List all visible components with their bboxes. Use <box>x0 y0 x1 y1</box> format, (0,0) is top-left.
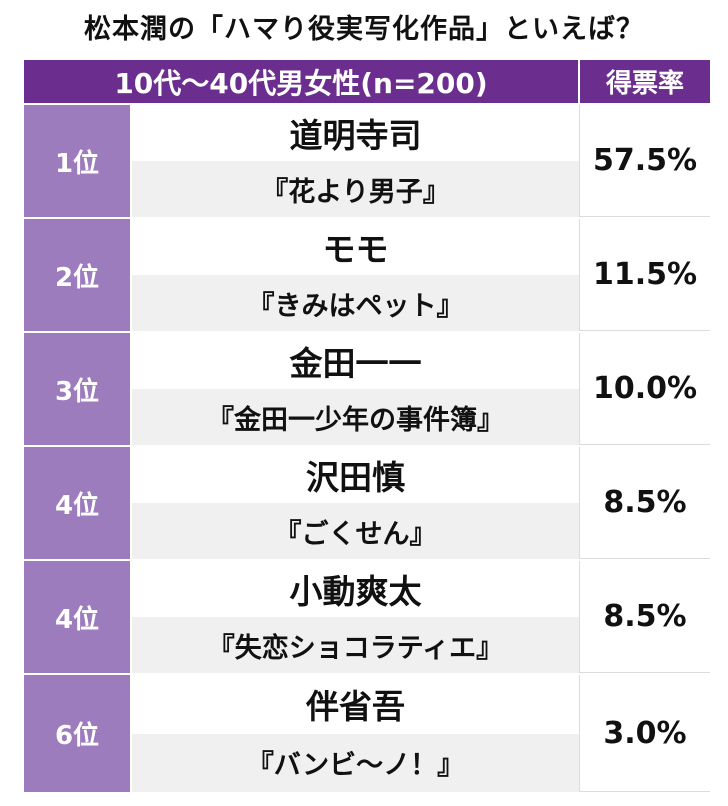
work-title: 『金田一少年の事件簿』 <box>132 389 579 445</box>
rate-header: 得票率 <box>605 69 684 99</box>
work-title: 『きみはペット』 <box>132 275 579 331</box>
names-cell: 伴省吾 『バンビ〜ノ！』 <box>132 675 580 792</box>
rate-cell: 57.5% <box>580 105 710 217</box>
names-cell: 道明寺司 『花より男子』 <box>132 105 580 217</box>
table-row: 4位 小動爽太 『失恋ショコラティエ』 8.5% <box>24 561 710 675</box>
work-title: 『ごくせん』 <box>132 503 579 559</box>
role-name: 沢田慎 <box>132 447 579 503</box>
role-name: 小動爽太 <box>132 561 579 617</box>
table-row: 3位 金田一一 『金田一少年の事件簿』 10.0% <box>24 333 710 447</box>
work-title: 『失恋ショコラティエ』 <box>132 617 579 673</box>
rate-cell: 8.5% <box>580 561 710 673</box>
demographic-header: 10代〜40代男女性(n=200) <box>24 60 580 103</box>
rank-cell: 4位 <box>24 447 132 559</box>
table-header: 10代〜40代男女性(n=200) 得票率 <box>24 60 710 105</box>
rate-cell: 10.0% <box>580 333 710 445</box>
table-row: 2位 モモ 『きみはペット』 11.5% <box>24 219 710 333</box>
work-title: 『花より男子』 <box>132 161 579 217</box>
table-row: 6位 伴省吾 『バンビ〜ノ！』 3.0% <box>24 675 710 792</box>
rank-cell: 4位 <box>24 561 132 673</box>
table-row: 4位 沢田慎 『ごくせん』 8.5% <box>24 447 710 561</box>
ranking-table: 10代〜40代男女性(n=200) 得票率 1位 道明寺司 『花より男子』 57… <box>24 60 710 792</box>
role-name: 道明寺司 <box>132 105 579 161</box>
role-name: 金田一一 <box>132 333 579 389</box>
rate-cell: 11.5% <box>580 219 710 331</box>
role-name: モモ <box>132 219 579 275</box>
rate-cell: 8.5% <box>580 447 710 559</box>
rate-cell: 3.0% <box>580 675 710 792</box>
role-name: 伴省吾 <box>132 675 579 734</box>
names-cell: モモ 『きみはペット』 <box>132 219 580 331</box>
rank-cell: 2位 <box>24 219 132 331</box>
page-title: 松本潤の「ハマり役実写化作品」といえば？ <box>84 14 644 45</box>
rank-cell: 3位 <box>24 333 132 445</box>
names-cell: 金田一一 『金田一少年の事件簿』 <box>132 333 580 445</box>
rank-cell: 1位 <box>24 105 132 217</box>
table-row: 1位 道明寺司 『花より男子』 57.5% <box>24 105 710 219</box>
rank-cell: 6位 <box>24 675 132 792</box>
names-cell: 小動爽太 『失恋ショコラティエ』 <box>132 561 580 673</box>
names-cell: 沢田慎 『ごくせん』 <box>132 447 580 559</box>
work-title: 『バンビ〜ノ！』 <box>132 733 579 792</box>
